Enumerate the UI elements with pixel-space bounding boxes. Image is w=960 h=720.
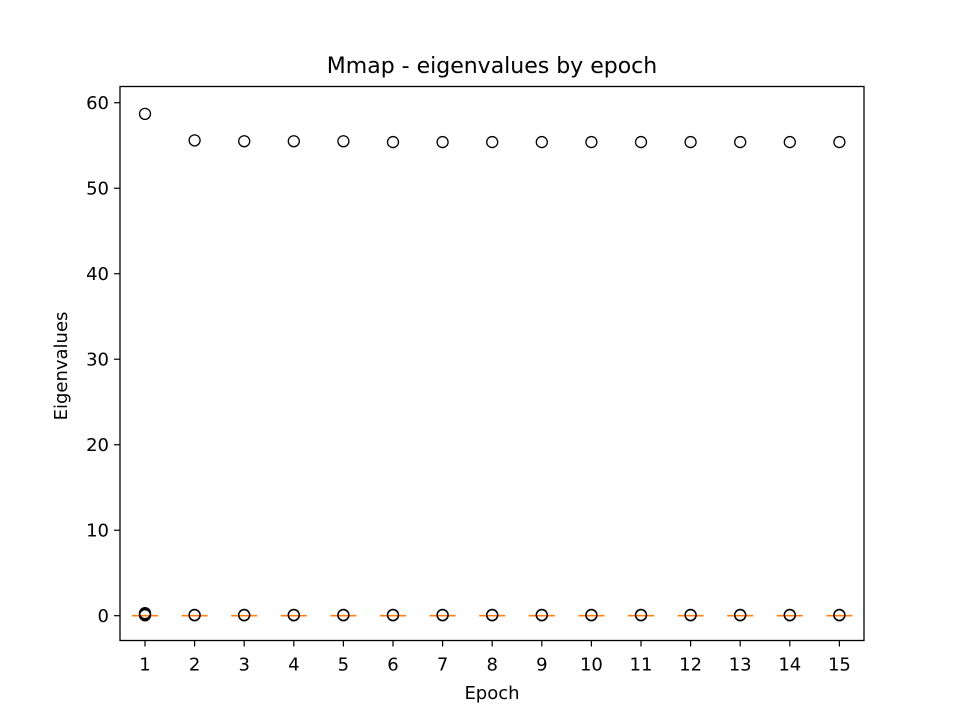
plot-area-frame [119,85,865,642]
x-tick-label: 3 [238,655,249,676]
y-tick-label: 0 [98,606,109,627]
x-tick-label: 13 [729,655,752,676]
outlier-point [684,135,697,149]
x-tick-label: 1 [139,655,150,676]
y-tick-label: 40 [86,264,109,285]
outlier-point [833,135,846,149]
x-tick-label: 12 [679,655,702,676]
outlier-point [138,107,152,121]
outlier-point [585,135,598,149]
outlier-point [783,135,796,149]
x-tick-label: 11 [630,655,653,676]
x-tick-label: 6 [387,655,398,676]
x-tick-label: 9 [536,655,547,676]
x-tick-label: 8 [486,655,497,676]
outlier-point [287,609,300,622]
outlier-point [734,135,747,149]
outlier-point [486,135,499,149]
outlier-point [386,609,400,622]
outlier-point [783,609,796,622]
outlier-point [337,135,350,148]
outlier-point [634,135,648,149]
x-tick-label: 10 [580,655,603,676]
outlier-point [734,609,747,622]
outlier-point [238,609,251,622]
outlier-point [535,135,548,149]
outlier-point [486,609,499,622]
chart-title: Mmap - eigenvalues by epoch [327,54,657,79]
outlier-point [138,609,152,622]
y-axis-ticks: 0 10 20 30 40 50 60 [86,93,120,627]
outlier-point [585,609,598,622]
y-tick-label: 50 [86,179,109,200]
x-tick-label: 15 [828,655,851,676]
y-tick-label: 10 [86,521,109,542]
y-tick-label: 30 [86,350,109,371]
y-axis-label: Eigenvalues [51,312,72,421]
x-axis-label: Epoch [464,683,519,704]
x-tick-label: 2 [189,655,200,676]
outlier-point [337,609,350,622]
outlier-point [238,135,251,148]
outlier-point [535,609,548,622]
outlier-point [188,134,201,147]
outlier-markers [138,107,846,622]
outlier-point [436,609,449,622]
y-tick-label: 20 [86,435,109,456]
outlier-point [386,135,400,149]
outlier-point [684,609,697,622]
x-tick-label: 4 [288,655,299,676]
outlier-point [188,609,201,622]
outlier-point [287,135,300,148]
outlier-point [634,609,648,622]
x-tick-label: 14 [778,655,801,676]
x-axis-ticks: 1 2 3 4 5 6 7 8 9 10 11 12 13 14 15 [139,640,851,676]
x-tick-label: 7 [437,655,448,676]
outlier-point [436,135,449,149]
y-tick-label: 60 [86,93,109,114]
outlier-point [833,609,846,622]
x-tick-label: 5 [338,655,349,676]
